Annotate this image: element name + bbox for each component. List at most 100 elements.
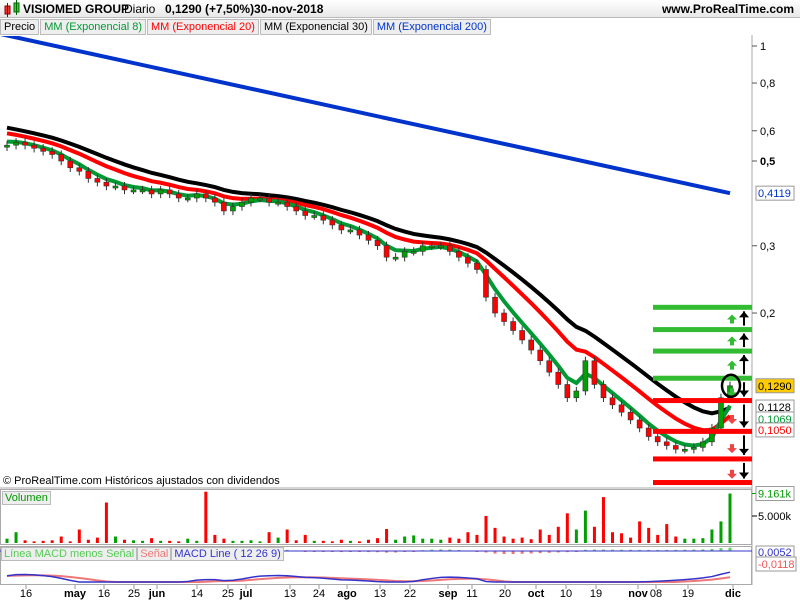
- candle: [221, 201, 227, 212]
- volume-bar: [186, 538, 190, 543]
- macd-hist-bar: [683, 549, 687, 551]
- candle: [356, 229, 363, 236]
- volume-bar: [367, 539, 370, 543]
- volume-bar: [502, 536, 506, 543]
- volume-bar: [601, 497, 605, 543]
- volume-bar: [104, 502, 108, 543]
- legend-precio[interactable]: Precio: [0, 19, 40, 35]
- candle: [248, 197, 254, 203]
- small-arrow-icon: [727, 314, 737, 324]
- resistance-level: [653, 327, 752, 333]
- candle: [546, 360, 553, 373]
- candle: [103, 181, 110, 187]
- small-arrow-icon: [727, 336, 737, 346]
- volume-bar: [538, 529, 542, 543]
- macd-panel: [0, 546, 752, 585]
- date-tick-label: oct: [528, 588, 545, 600]
- legend-ema30[interactable]: MM (Exponencial 30): [259, 19, 372, 35]
- volume-bar: [32, 541, 36, 543]
- volume-bar: [122, 539, 126, 543]
- macd-hist-bar: [448, 549, 452, 551]
- candle: [383, 245, 390, 258]
- candle: [284, 201, 290, 207]
- macd-hist-bar: [629, 549, 633, 551]
- site-link[interactable]: www.ProRealTime.com: [661, 2, 794, 16]
- date-tick-label: 13: [284, 588, 296, 600]
- candle: [275, 201, 281, 205]
- date-tick-label: 14: [191, 588, 203, 600]
- resistance-level: [653, 304, 752, 310]
- volume-bar: [330, 541, 334, 543]
- candle: [266, 197, 272, 203]
- volume-bar: [150, 538, 154, 543]
- date-tick-label: 20: [499, 588, 511, 600]
- macd-hist-bar: [394, 551, 398, 553]
- ema200-line: [0, 36, 731, 196]
- volume-bar: [421, 538, 425, 543]
- macd-hist-bar: [430, 549, 434, 551]
- candle: [682, 448, 688, 452]
- date-tick-label: 25: [128, 588, 140, 600]
- volume-bar: [267, 532, 271, 543]
- candle: [67, 160, 74, 169]
- macd-line-label[interactable]: MACD Line ( 12 26 9): [171, 547, 284, 561]
- price-tick-label: 0,3: [760, 241, 775, 253]
- candle: [600, 384, 607, 399]
- date-tick-label: 16: [98, 588, 110, 600]
- candle: [392, 256, 399, 260]
- volume-bar: [113, 536, 117, 543]
- period[interactable]: Diario: [124, 2, 156, 16]
- candle: [85, 170, 92, 179]
- candle: [510, 321, 516, 331]
- small-arrow-icon: [727, 360, 737, 370]
- date-tick-label: dic: [725, 588, 741, 600]
- candle: [239, 201, 245, 207]
- legend-ema20[interactable]: MM (Exponencial 20): [147, 19, 259, 35]
- candle: [13, 141, 19, 146]
- legend-ema200[interactable]: MM (Exponencial 200): [372, 19, 491, 35]
- volume-bar: [683, 538, 687, 543]
- arrow-head-icon: [739, 390, 749, 397]
- price-tick-label: 0,8: [760, 78, 775, 90]
- candle: [564, 384, 571, 399]
- macd-hist-bar: [493, 551, 497, 554]
- candle: [447, 245, 453, 252]
- macd-hist-bar: [592, 549, 596, 551]
- candle: [130, 189, 137, 193]
- small-arrow-icon: [727, 414, 737, 424]
- candle: [293, 206, 300, 212]
- volume-bar: [50, 540, 54, 543]
- candle: [139, 189, 146, 193]
- signal-value: -0,0118: [758, 559, 795, 571]
- candle: [203, 193, 209, 199]
- volume-bar: [728, 493, 732, 543]
- small-arrow-icon: [727, 444, 737, 454]
- volume-bar: [403, 536, 407, 543]
- macd-signal-label[interactable]: Señal: [137, 547, 172, 561]
- macd-hist-bar: [656, 549, 660, 551]
- arrow-head-icon: [739, 472, 749, 479]
- macd-hist-bar: [665, 549, 669, 551]
- candle: [121, 185, 128, 191]
- macd-hist-bar: [601, 549, 605, 551]
- date-tick-label: 19: [682, 588, 694, 600]
- macd-hist-label[interactable]: Línea MACD menos Señal: [1, 547, 138, 561]
- candle: [302, 210, 309, 216]
- volume-bar: [68, 541, 72, 543]
- volume-bar: [213, 534, 217, 543]
- candle: [40, 147, 46, 152]
- instrument-title: VISIOMED GROUP: [23, 2, 130, 16]
- volume-bar: [177, 541, 181, 543]
- date-tick-label: 25: [222, 588, 234, 600]
- volume-bar: [95, 537, 99, 543]
- candle: [591, 360, 598, 385]
- ema200-value-label: 0,4119: [758, 188, 791, 200]
- volume-label[interactable]: Volumen: [2, 491, 51, 505]
- candle: [645, 427, 652, 437]
- legend-ema8[interactable]: MM (Exponencial 8): [40, 19, 147, 35]
- date-tick-label: 08: [650, 588, 662, 600]
- main-plot: [0, 36, 752, 486]
- ema20-line: [6, 131, 732, 433]
- volume-bar: [692, 538, 696, 543]
